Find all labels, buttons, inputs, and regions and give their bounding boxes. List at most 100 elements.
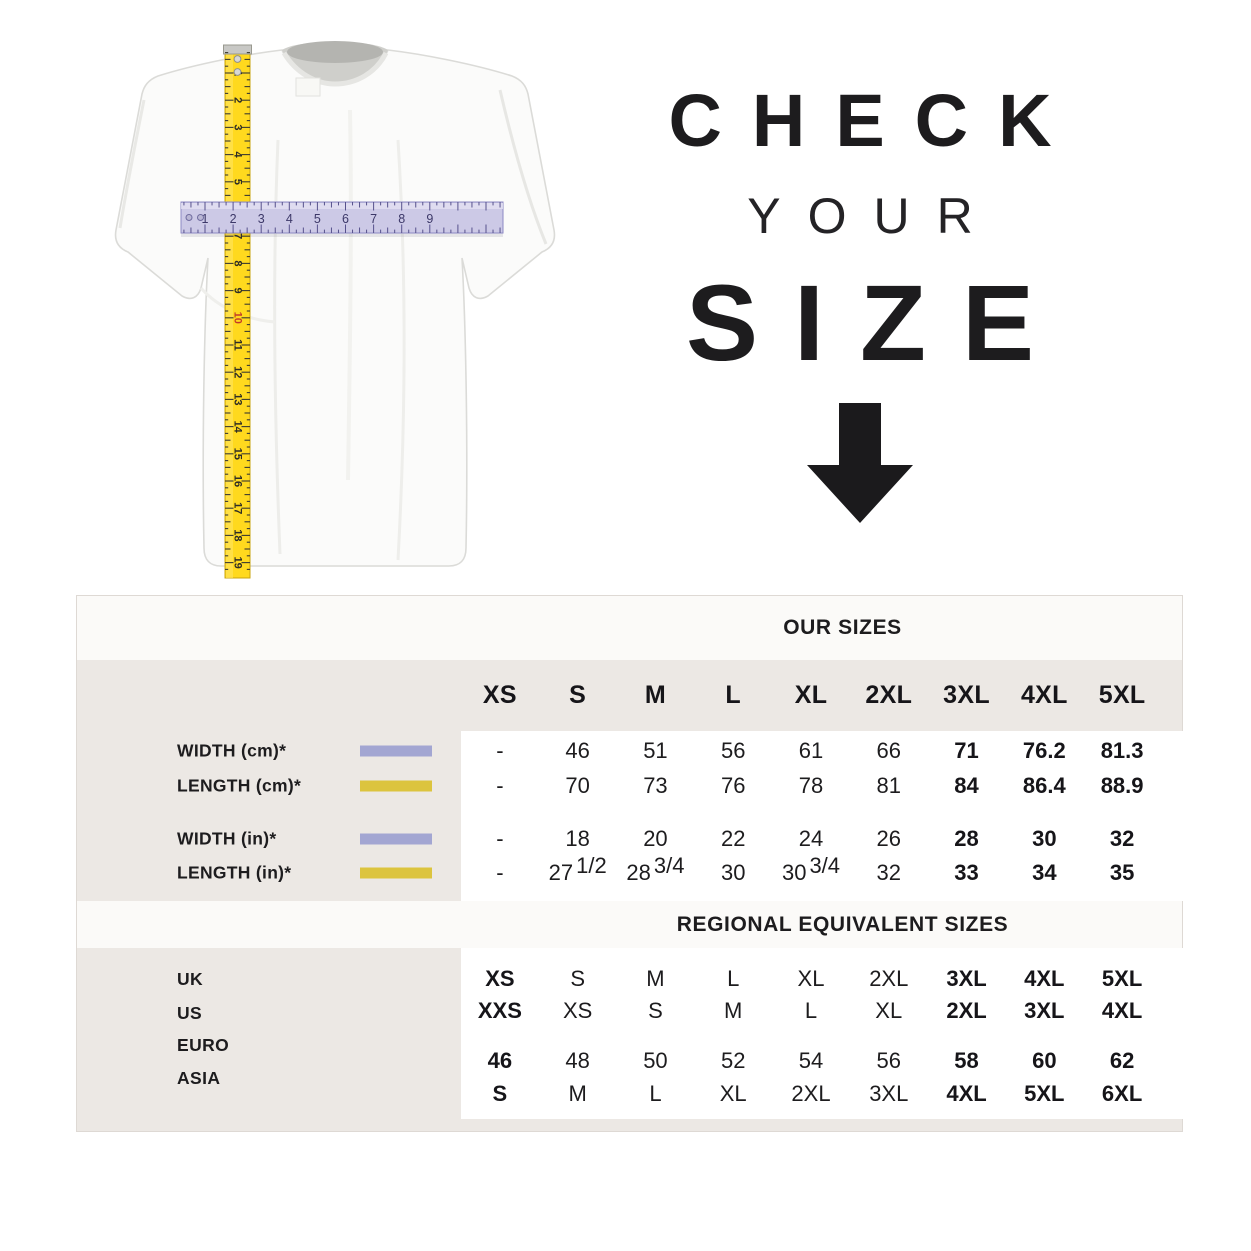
horizontal-tape-number: 6 [342,212,349,226]
region-size-cell: 58 [954,1048,979,1073]
region-label: ASIA [177,1068,221,1088]
region-sizes-row: XS S M L XL 2XL 3XL 4XL 5XL [461,966,1161,992]
region-size-cell: 2XL [869,966,909,991]
regional-title: REGIONAL EQUIVALENT SIZES [676,913,1009,936]
hero-line-your: YOUR [747,188,1000,244]
size-column-headers: XS S M L XL 2XL 3XL 4XL 5XL [461,660,1161,731]
hero-line-size: SIZE [685,262,1071,383]
size-value-cell: 27 1/2 [548,853,607,885]
down-arrow-icon [807,403,913,523]
region-size-cell: 48 [565,1048,590,1073]
region-label: UK [177,969,204,989]
column-header: S [569,681,587,709]
column-header: M [644,681,666,709]
width-tape-swatch [360,833,432,845]
region-size-cell: M [568,1081,587,1106]
size-value-cell: 61 [798,738,824,763]
vertical-tape-number: 10 [232,312,244,324]
measurement-row-label: WIDTH (in)* [177,828,277,849]
column-header: XS [482,681,517,709]
vertical-tape-number: 18 [232,529,244,541]
size-value-cell: 66 [876,738,901,763]
region-size-cell: S [492,1081,508,1106]
measurement-row-label: WIDTH (cm)* [177,740,287,761]
horizontal-tape-number: 7 [370,212,377,226]
region-sizes-row: 46 48 50 52 54 56 58 60 62 [461,1048,1161,1074]
measurements-panel [461,731,1184,901]
our-sizes-title: OUR SIZES [783,616,902,639]
hero-heading: CHECK YOUR SIZE [638,84,1082,523]
horizontal-tape-number: 5 [314,212,321,226]
region-size-cell: 4XL [1024,966,1065,991]
region-size-cell: 60 [1032,1048,1057,1073]
region-size-cell: L [649,1081,662,1106]
size-value-cell: 76.2 [1022,738,1066,763]
region-size-cell: 62 [1109,1048,1135,1073]
vertical-tape-number: 4 [232,152,244,159]
region-size-cell: 4XL [946,1081,987,1106]
size-value-cell: - [496,773,504,798]
horizontal-tape-number: 8 [398,212,405,226]
region-sizes-row: S M L XL 2XL 3XL 4XL 5XL 6XL [461,1081,1161,1107]
size-value-cell: 32 [876,860,901,885]
vertical-tape-number: 12 [232,366,244,378]
region-size-cell: S [570,966,585,991]
size-value-cell: 30 3/4 [781,853,841,885]
size-value-cell: 28 3/4 [626,853,685,885]
region-size-cell: 5XL [1024,1081,1065,1106]
region-size-cell: XL [875,998,903,1023]
size-value-cell: - [496,826,504,851]
region-label: US [177,1003,203,1023]
size-value-cell: 22 [720,826,746,851]
horizontal-tape-number: 2 [230,212,237,226]
vertical-tape-number: 2 [232,97,244,103]
region-size-cell: 46 [487,1048,513,1073]
size-value-cell: 73 [643,773,668,798]
vertical-tape-number: 8 [232,260,244,266]
vertical-tape-number: 13 [232,393,244,405]
column-header: 5XL [1098,681,1146,709]
region-size-cell: XS [485,966,515,991]
vertical-tape-number: 15 [232,448,244,460]
vertical-tape-number: 11 [232,339,244,351]
measurement-row-label: LENGTH (in)* [177,862,292,883]
our-sizes-band: OUR SIZES [77,596,1182,660]
region-size-cell: 2XL [946,998,987,1023]
width-tape-swatch [360,745,432,757]
size-value-cell: 78 [798,773,824,798]
region-size-cell: 52 [720,1048,746,1073]
region-size-cell: XXS [477,998,522,1023]
region-size-cell: 4XL [1101,998,1143,1023]
size-value-cell: 28 [954,826,979,851]
size-value-cell: 30 [1032,826,1057,851]
neck-label [295,77,321,97]
size-value-cell: 18 [565,826,590,851]
vertical-tape-number: 5 [232,179,244,185]
vertical-tape-number: 14 [232,420,244,433]
hero-line-check: CHECK [668,79,1082,162]
size-value-cell: 76 [720,773,746,798]
region-size-cell: 3XL [946,966,987,991]
size-value-cell: 32 [1109,826,1135,851]
size-value-cell: 84 [954,773,979,798]
horizontal-tape-number: 4 [286,212,293,226]
column-header: 2XL [865,681,913,709]
size-value-cell: - [496,738,504,763]
size-value-cell: 34 [1032,860,1057,885]
size-value-cell: 81.3 [1100,738,1144,763]
column-header: 4XL [1020,681,1068,709]
horizontal-tape-number: 9 [426,212,433,226]
region-size-cell: 54 [798,1048,824,1073]
size-value-cell: 88.9 [1100,773,1144,798]
column-header: XL [794,681,828,709]
size-value-cell: 35 [1109,860,1135,885]
region-size-cell: 5XL [1101,966,1143,991]
region-size-cell: XL [797,966,825,991]
region-size-cell: XS [562,998,593,1023]
measurement-row-label: LENGTH (cm)* [177,775,302,796]
size-value-cell: 24 [798,826,824,851]
regional-band: REGIONAL EQUIVALENT SIZES [77,901,1182,948]
